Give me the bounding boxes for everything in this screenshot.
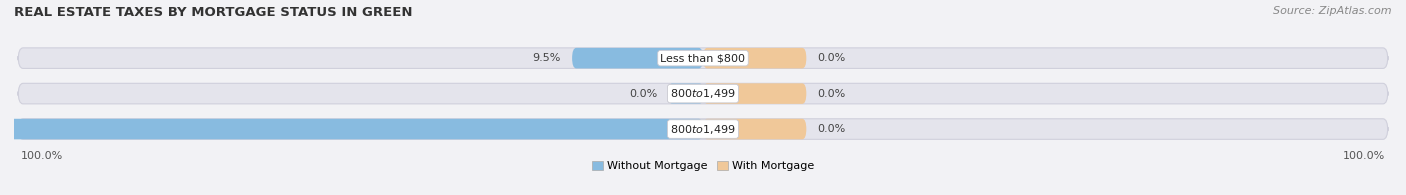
FancyBboxPatch shape (18, 83, 1388, 104)
Text: 100.0%: 100.0% (21, 151, 63, 161)
Text: 9.5%: 9.5% (533, 53, 561, 63)
Text: $800 to $1,499: $800 to $1,499 (671, 87, 735, 100)
Legend: Without Mortgage, With Mortgage: Without Mortgage, With Mortgage (588, 157, 818, 176)
Text: 100.0%: 100.0% (1343, 151, 1385, 161)
FancyBboxPatch shape (703, 48, 807, 68)
FancyBboxPatch shape (0, 119, 703, 139)
FancyBboxPatch shape (18, 48, 1388, 68)
Text: 0.0%: 0.0% (630, 89, 658, 99)
FancyBboxPatch shape (703, 119, 807, 139)
Text: 0.0%: 0.0% (817, 124, 845, 134)
Text: REAL ESTATE TAXES BY MORTGAGE STATUS IN GREEN: REAL ESTATE TAXES BY MORTGAGE STATUS IN … (14, 6, 412, 19)
Text: Source: ZipAtlas.com: Source: ZipAtlas.com (1274, 6, 1392, 16)
FancyBboxPatch shape (572, 48, 703, 68)
Text: 0.0%: 0.0% (817, 53, 845, 63)
FancyBboxPatch shape (669, 83, 703, 104)
Text: Less than $800: Less than $800 (661, 53, 745, 63)
FancyBboxPatch shape (703, 83, 807, 104)
Text: $800 to $1,499: $800 to $1,499 (671, 122, 735, 136)
FancyBboxPatch shape (18, 119, 1388, 139)
Text: 0.0%: 0.0% (817, 89, 845, 99)
